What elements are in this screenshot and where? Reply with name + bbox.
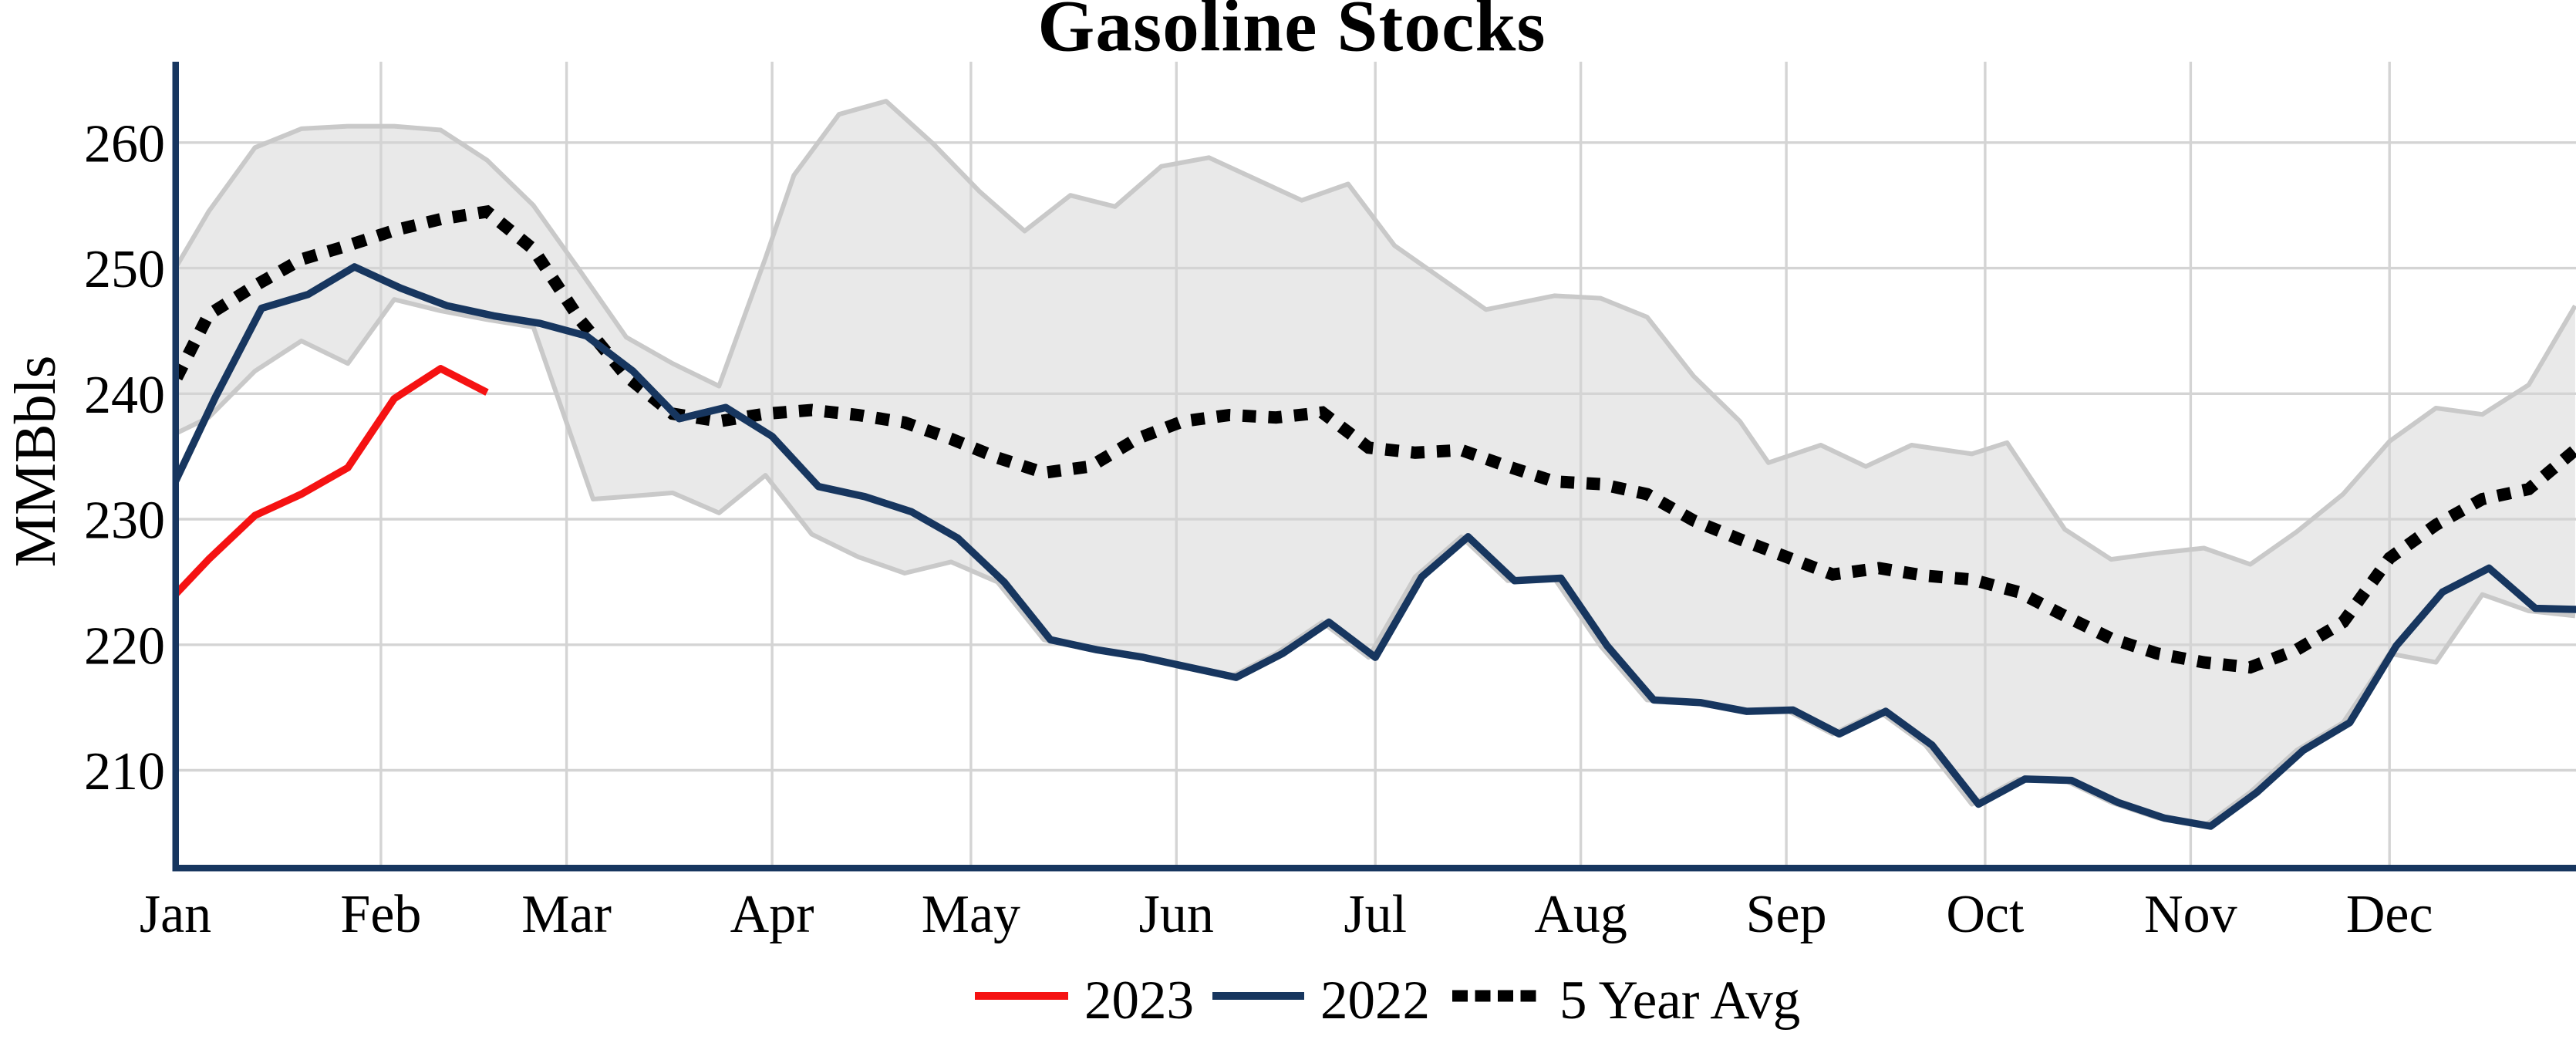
- svg-text:240: 240: [84, 366, 165, 425]
- svg-text:260: 260: [84, 114, 165, 174]
- svg-text:Dec: Dec: [2346, 885, 2433, 944]
- svg-text:Jun: Jun: [1139, 885, 1214, 944]
- svg-text:2022: 2022: [1320, 970, 1430, 1031]
- svg-text:Gasoline Stocks: Gasoline Stocks: [1037, 0, 1546, 67]
- svg-text:Nov: Nov: [2144, 885, 2237, 944]
- svg-text:210: 210: [84, 742, 165, 802]
- svg-text:230: 230: [84, 491, 165, 551]
- svg-text:220: 220: [84, 616, 165, 676]
- svg-text:Apr: Apr: [730, 885, 814, 944]
- svg-text:Sep: Sep: [1746, 885, 1827, 944]
- svg-text:Feb: Feb: [340, 885, 421, 944]
- svg-text:250: 250: [84, 240, 165, 299]
- svg-text:2023: 2023: [1084, 970, 1194, 1031]
- svg-text:MMBbls: MMBbls: [3, 356, 68, 568]
- svg-text:Jul: Jul: [1344, 885, 1407, 944]
- svg-text:Mar: Mar: [521, 885, 612, 944]
- svg-text:5 Year Avg: 5 Year Avg: [1559, 970, 1800, 1031]
- svg-text:Aug: Aug: [1534, 885, 1627, 944]
- svg-text:Jan: Jan: [140, 885, 211, 944]
- svg-text:Oct: Oct: [1946, 885, 2025, 944]
- svg-text:May: May: [922, 885, 1020, 944]
